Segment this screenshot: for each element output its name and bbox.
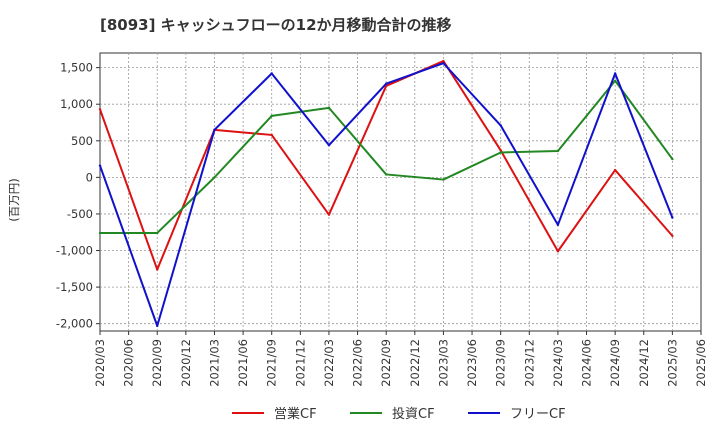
- data-point-0: [156, 268, 159, 271]
- y-axis-label: (百万円): [7, 178, 21, 221]
- data-point-1: [442, 178, 445, 181]
- grid: [100, 53, 701, 331]
- y-tick-label: 1,000: [60, 97, 93, 111]
- data-point-2: [213, 128, 216, 132]
- x-tick-label: 2024/06: [580, 339, 594, 387]
- data-point-0: [556, 250, 560, 253]
- chart-title: [8093] キャッシュフローの12か月移動合計の推移: [100, 16, 452, 34]
- data-point-0: [613, 168, 617, 172]
- y-tick-label: 1,500: [60, 61, 93, 75]
- x-tick-label: 2024/12: [637, 339, 651, 387]
- x-tick-label: 2024/09: [608, 339, 622, 387]
- data-point-2: [442, 62, 445, 65]
- x-tick-label: 2020/12: [179, 339, 193, 387]
- data-point-0: [671, 234, 674, 238]
- data-point-1: [156, 231, 159, 235]
- x-tick-label: 2021/06: [236, 339, 250, 387]
- data-point-2: [156, 324, 159, 328]
- data-point-2: [613, 72, 617, 75]
- x-tick-label: 2020/03: [93, 339, 107, 387]
- data-point-2: [327, 143, 331, 147]
- x-tick-label: 2021/09: [265, 339, 279, 387]
- y-tick-label: 500: [71, 134, 93, 148]
- x-tick-label: 2022/03: [322, 339, 336, 387]
- x-tick-label: 2025/03: [665, 339, 679, 387]
- x-tick-label: 2021/03: [207, 339, 221, 387]
- x-tick-label: 2025/06: [694, 339, 708, 387]
- data-point-0: [327, 213, 331, 216]
- series-group: [98, 59, 674, 328]
- y-tick-label: -1,000: [56, 244, 93, 258]
- data-point-1: [499, 151, 502, 154]
- x-tick-label: 2023/12: [522, 339, 536, 387]
- x-axis: 2020/03 2020/06 2020/09 2020/12 2021/03 2021/…: [93, 331, 708, 387]
- data-point-2: [98, 164, 102, 167]
- data-point-0: [442, 59, 445, 63]
- data-point-1: [384, 173, 388, 176]
- data-point-0: [98, 108, 102, 111]
- x-tick-label: 2021/12: [293, 339, 307, 387]
- x-tick-label: 2023/03: [436, 339, 450, 387]
- y-axis: -2,000 -1,500 -1,000 -500 0 500 1,000 1,500: [56, 61, 100, 331]
- data-point-0: [499, 149, 502, 152]
- y-tick-label: -500: [67, 207, 93, 221]
- x-tick-label: 2022/12: [408, 339, 422, 387]
- legend: 営業CF 投資CF フリーCF: [232, 406, 566, 422]
- data-point-2: [671, 216, 674, 219]
- legend-label-0: 営業CF: [274, 406, 317, 422]
- data-point-2: [270, 72, 273, 75]
- data-point-1: [98, 231, 102, 235]
- x-tick-label: 2022/09: [379, 339, 393, 387]
- x-tick-label: 2023/09: [494, 339, 508, 387]
- data-point-1: [270, 114, 273, 118]
- x-tick-label: 2023/06: [465, 339, 479, 387]
- data-point-2: [499, 124, 502, 127]
- legend-label-2: フリーCF: [510, 407, 566, 422]
- data-point-1: [556, 149, 560, 153]
- data-point-1: [213, 176, 216, 179]
- data-point-0: [270, 133, 273, 137]
- data-point-1: [613, 79, 617, 83]
- data-point-1: [327, 106, 331, 110]
- data-point-1: [671, 157, 674, 161]
- x-tick-label: 2022/06: [351, 339, 365, 387]
- x-tick-label: 2024/03: [551, 339, 565, 387]
- plot-area: [99, 52, 702, 332]
- y-tick-label: -2,000: [56, 317, 93, 331]
- x-tick-label: 2020/06: [122, 339, 136, 387]
- legend-label-1: 投資CF: [392, 406, 435, 422]
- data-point-2: [384, 82, 388, 85]
- y-tick-label: -1,500: [56, 280, 93, 294]
- y-tick-label: 0: [86, 170, 93, 184]
- x-tick-label: 2020/09: [150, 339, 164, 387]
- data-point-2: [556, 223, 560, 227]
